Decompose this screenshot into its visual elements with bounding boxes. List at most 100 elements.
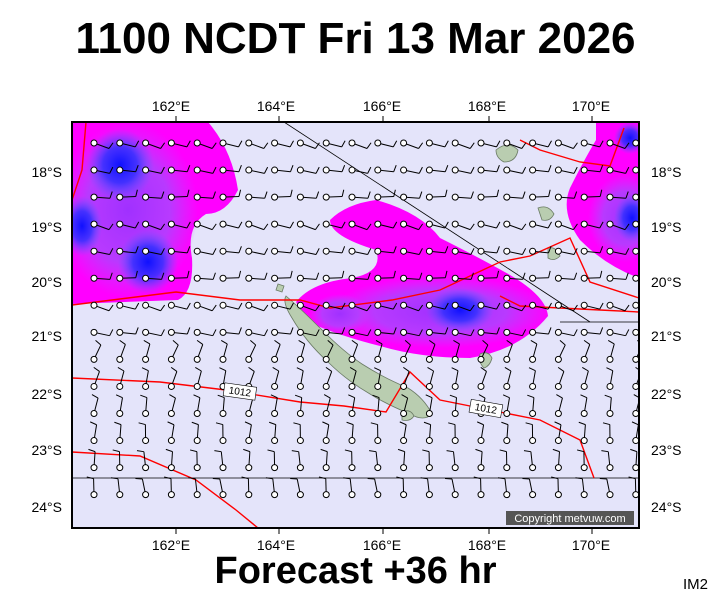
wind-barb-feather xyxy=(344,449,352,453)
wind-barb-station xyxy=(348,139,356,147)
wind-barb-feather xyxy=(397,448,405,453)
wind-barb-station xyxy=(116,328,124,336)
lon-tick-bottom-166: 166°E xyxy=(363,537,401,553)
wind-barb-station xyxy=(193,301,201,309)
isobar-line-2 xyxy=(72,237,639,309)
wind-barb-station xyxy=(451,166,459,174)
wind-barb-station xyxy=(116,491,124,499)
wind-barb-station xyxy=(580,437,588,445)
wind-barb-station xyxy=(632,328,639,336)
wind-barb-feather xyxy=(482,340,489,346)
wind-barb-feather xyxy=(320,448,328,453)
wind-barb-station xyxy=(374,464,382,472)
wind-barb-feather xyxy=(444,189,448,197)
wind-barb-station xyxy=(632,437,639,445)
wind-barb-feather xyxy=(238,327,242,335)
wind-barb-station xyxy=(451,301,459,309)
wind-barb-station xyxy=(167,139,175,147)
wind-barb-station xyxy=(116,139,124,147)
wind-barb-station xyxy=(193,355,201,363)
wind-barb-station xyxy=(477,301,485,309)
wind-barb-station xyxy=(451,274,459,282)
wind-barb-feather xyxy=(109,191,113,199)
wind-barb-station xyxy=(322,464,330,472)
wind-barb-station xyxy=(477,247,485,255)
wind-barb-feather xyxy=(652,246,655,253)
wind-barb-feather xyxy=(451,367,459,372)
wind-barb-feather xyxy=(164,476,172,480)
lon-tick-bottom-168: 168°E xyxy=(468,537,506,553)
wind-barb-station xyxy=(503,464,511,472)
land-masses xyxy=(275,144,561,421)
isobar-label-2: 1012 xyxy=(468,398,504,419)
wind-barb-feather xyxy=(263,142,269,149)
wind-barb-feather xyxy=(366,223,372,230)
wind-barb-station xyxy=(425,274,433,282)
wind-barb-station xyxy=(400,491,408,499)
wind-barb-station xyxy=(632,274,639,282)
wind-barb-feather xyxy=(186,189,190,197)
wind-barb-station xyxy=(142,193,150,201)
wind-barb-station xyxy=(425,193,433,201)
wind-barb-station xyxy=(580,139,588,147)
wind-barb-station xyxy=(219,166,227,174)
wind-barb-station xyxy=(451,139,459,147)
wind-barb-station xyxy=(580,382,588,390)
wind-barb-station xyxy=(451,193,459,201)
wind-barb-feather xyxy=(504,367,512,372)
latitude-ticks-left: 18°S 19°S 20°S 21°S 22°S 23°S 24°S xyxy=(31,164,62,515)
lat-tick-right-20: 20°S xyxy=(651,274,682,290)
wind-barb-feather xyxy=(573,248,578,255)
wind-barb-station xyxy=(116,166,124,174)
wind-barb-station xyxy=(451,464,459,472)
wind-barb-feather xyxy=(625,272,629,280)
wind-barb-station xyxy=(554,139,562,147)
wind-barb-feather xyxy=(110,477,119,480)
wind-barb-station xyxy=(503,220,511,228)
wind-barb-feather xyxy=(651,303,654,309)
wind-barb-station xyxy=(632,464,639,472)
wind-barb-station xyxy=(554,166,562,174)
wind-barb-station xyxy=(142,437,150,445)
wind-barb-feather xyxy=(348,394,355,399)
wind-barb-feather xyxy=(422,449,430,453)
wind-barb-station xyxy=(580,464,588,472)
wind-barb-feather xyxy=(403,366,410,372)
wind-barb-station xyxy=(400,220,408,228)
wind-barb-station xyxy=(219,301,227,309)
wind-barb-station xyxy=(348,410,356,417)
wind-barb-station xyxy=(554,410,562,417)
wind-barb-feather xyxy=(244,421,252,426)
wind-barb-station xyxy=(400,328,408,336)
wind-barb-feather xyxy=(112,449,120,453)
wind-barb-feather xyxy=(522,329,527,336)
wind-barb-feather xyxy=(606,367,614,372)
longitude-ticks-bottom: 162°E 164°E 166°E 168°E 170°E xyxy=(152,528,610,553)
wind-barb-station xyxy=(425,301,433,309)
wind-barb-feather xyxy=(444,221,449,229)
wind-barb-station xyxy=(245,193,253,201)
wind-barb-feather xyxy=(134,302,140,310)
wind-barb-feather xyxy=(624,142,630,149)
wind-barb-station xyxy=(580,328,588,336)
wind-barb-station xyxy=(606,464,614,472)
wind-barb-feather xyxy=(160,223,166,230)
wind-barb-station xyxy=(142,274,150,282)
wind-barb-feather xyxy=(522,248,527,255)
wind-barb-station xyxy=(245,491,253,499)
wind-barb-station xyxy=(245,355,253,363)
wind-barb-feather xyxy=(108,304,114,312)
wind-barb-station xyxy=(348,274,356,282)
wind-barb-station xyxy=(503,139,511,147)
wind-barb-station xyxy=(374,382,382,390)
wind-barb-feather xyxy=(160,304,166,312)
wind-barb-station xyxy=(142,328,150,336)
wind-barb-station xyxy=(142,139,150,147)
wind-barb-feather xyxy=(291,450,299,453)
wind-barb-feather xyxy=(315,142,320,149)
wind-barb-station xyxy=(90,355,98,363)
wind-barb-station xyxy=(477,220,485,228)
wind-barb-station xyxy=(374,491,382,499)
wind-barb-feather xyxy=(212,248,217,255)
island-belep xyxy=(275,283,285,293)
